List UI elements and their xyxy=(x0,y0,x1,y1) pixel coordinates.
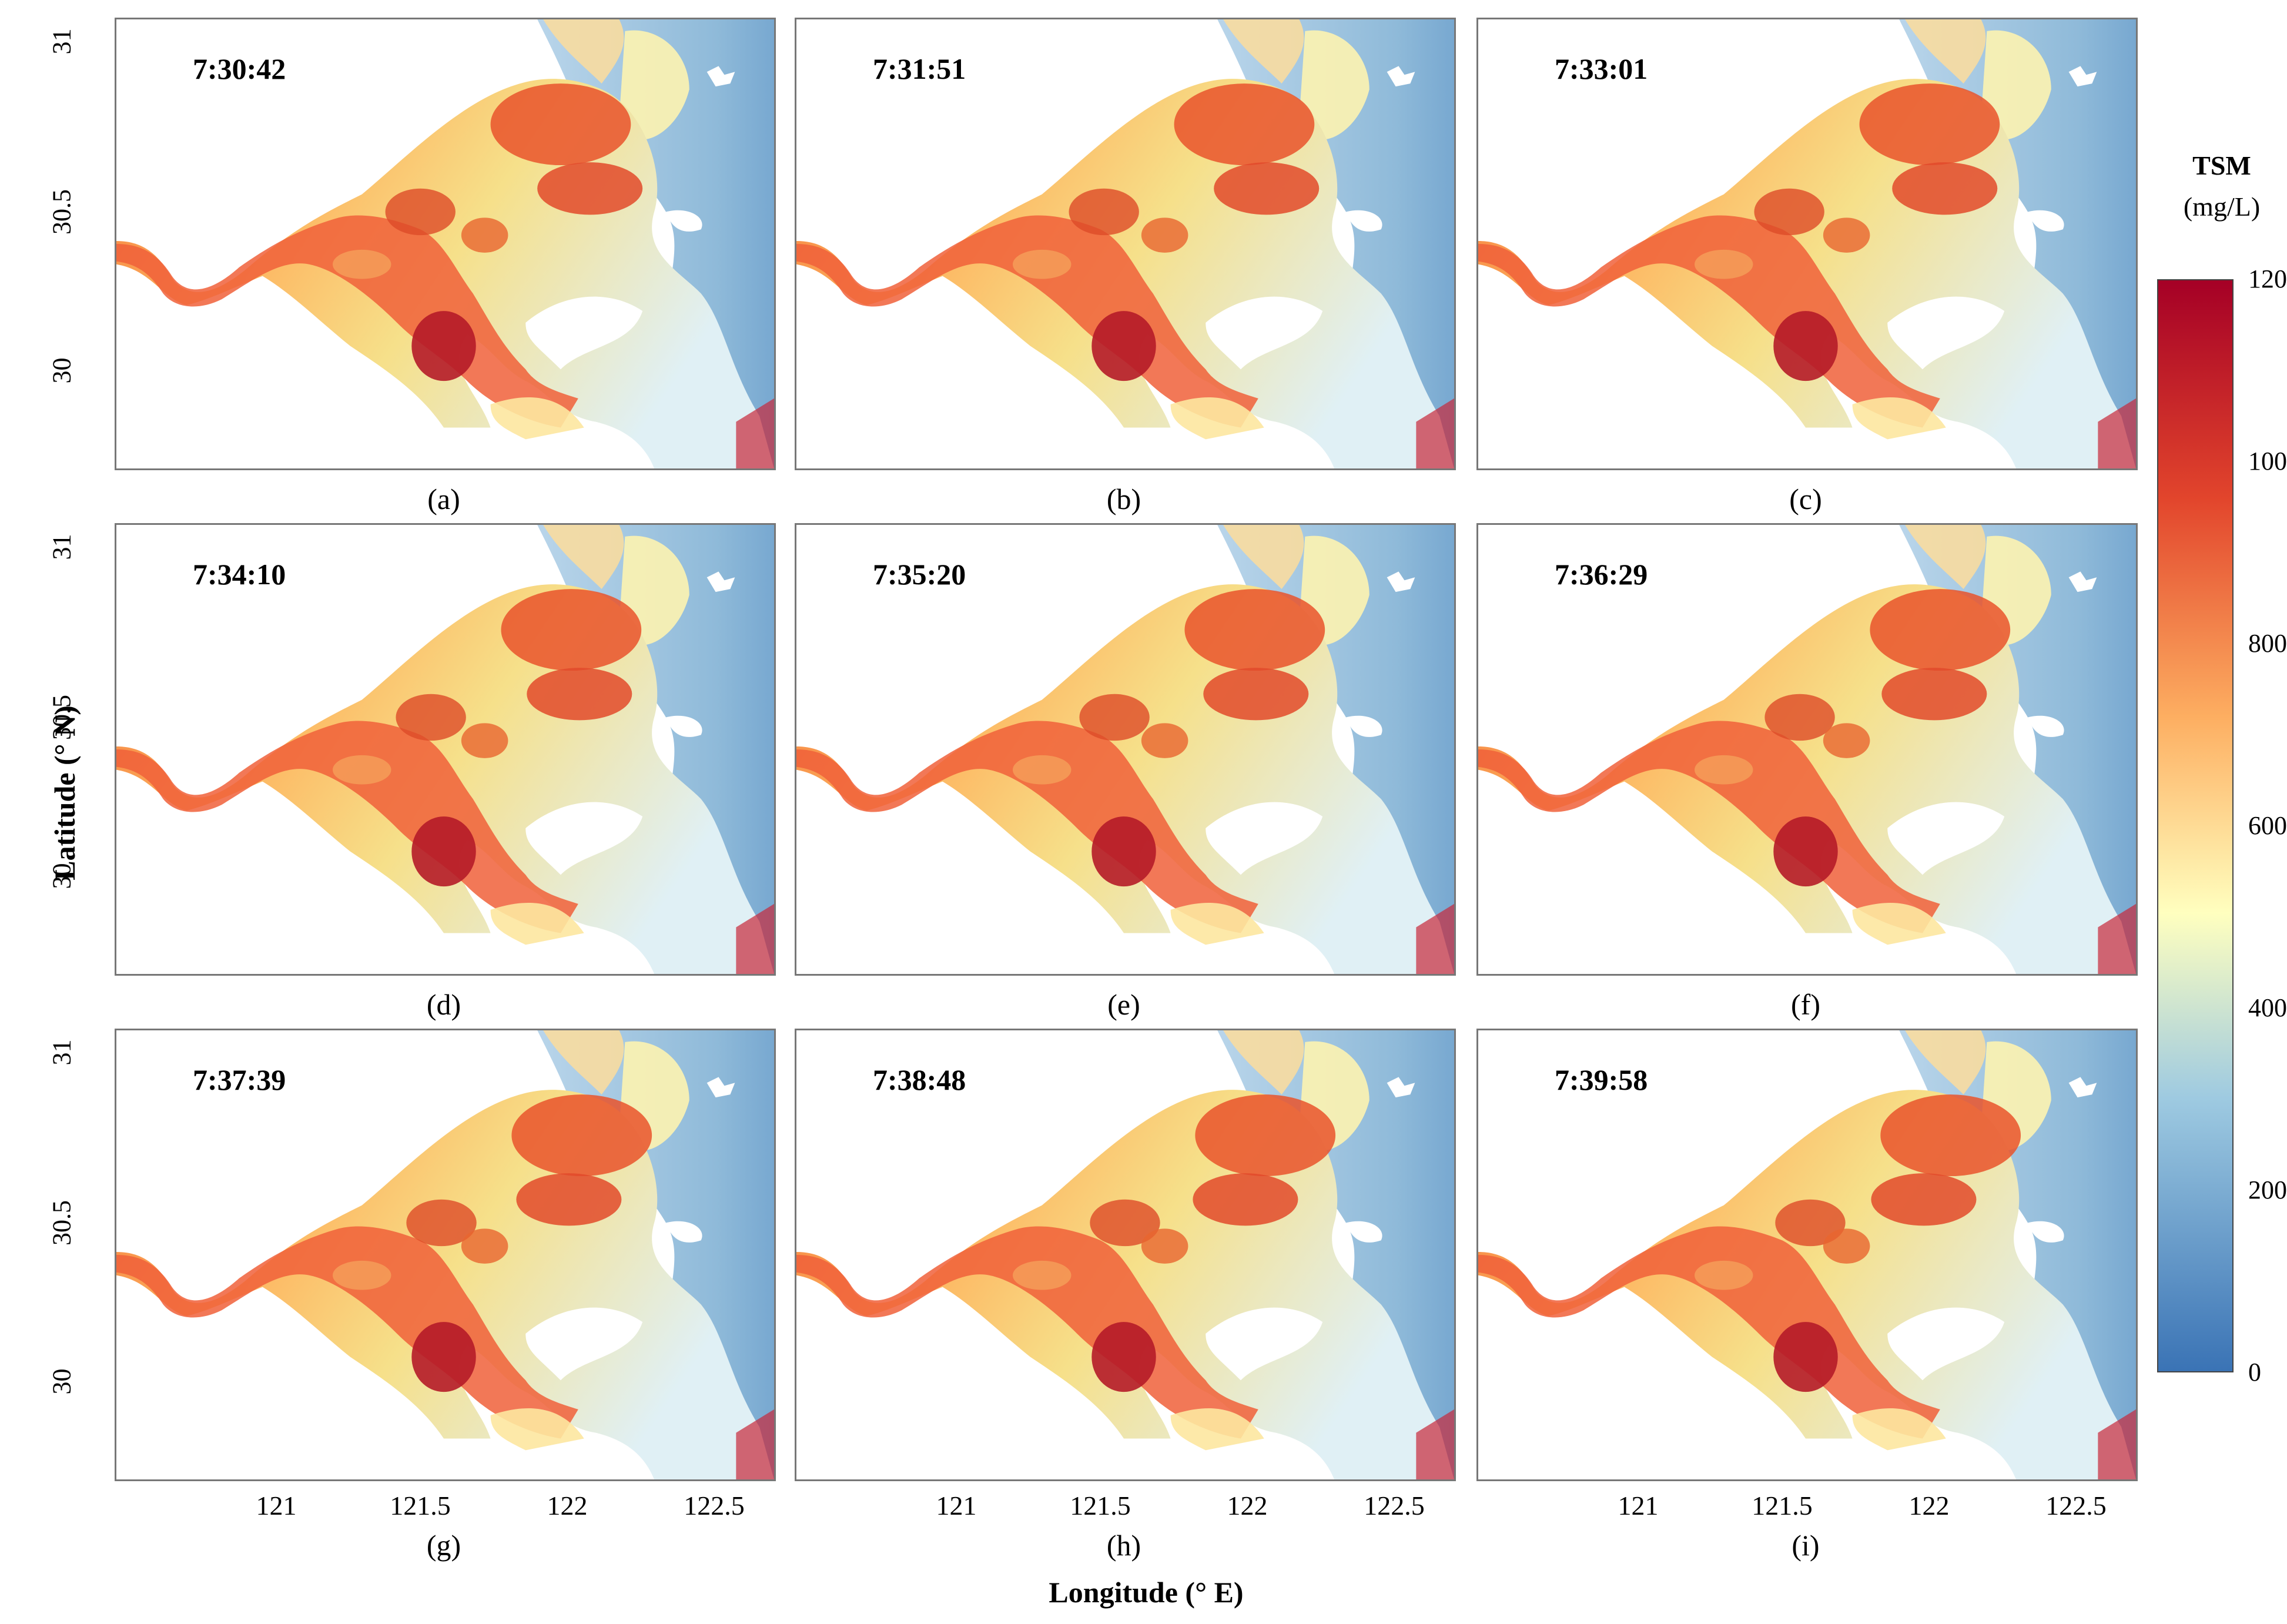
map-panel-d: 7:34:10 xyxy=(115,523,776,976)
y-tick-label: 30 xyxy=(47,1368,76,1395)
colorbar-title: TSM xyxy=(2192,150,2251,180)
y-tick-label: 31 xyxy=(47,1039,76,1066)
timestamp-label: 7:39:58 xyxy=(1555,1063,1648,1096)
map-panel-b: 7:31:51 xyxy=(795,18,1456,470)
timestamp-label: 7:37:39 xyxy=(193,1063,286,1096)
colorbar-unit: (mg/L) xyxy=(2183,192,2261,222)
timestamp-label: 7:33:01 xyxy=(1555,52,1648,85)
y-tick-label: 30.5 xyxy=(47,189,76,235)
map-panel-e: 7:35:20 xyxy=(795,523,1456,976)
colorbar-tick-label: 1000 xyxy=(2248,447,2287,476)
timestamp-label: 7:34:10 xyxy=(193,558,286,591)
panel-label: (i) xyxy=(1792,1529,1820,1562)
timestamp-label: 7:36:29 xyxy=(1555,558,1648,591)
x-tick-label: 122.5 xyxy=(2045,1491,2107,1521)
y-tick-label: 31 xyxy=(47,28,76,55)
colorbar xyxy=(2157,279,2234,1372)
x-tick-label: 122 xyxy=(547,1491,588,1521)
y-tick-label: 30 xyxy=(47,357,76,384)
timestamp-label: 7:30:42 xyxy=(193,52,286,85)
y-tick-label: 31 xyxy=(47,534,76,560)
x-tick-label: 121.5 xyxy=(1070,1491,1131,1521)
panel-label: (c) xyxy=(1789,483,1822,515)
timestamp-label: 7:31:51 xyxy=(873,52,966,85)
map-panel-g: 7:37:39 xyxy=(115,1029,776,1481)
colorbar-tick-label: 400 xyxy=(2248,993,2287,1022)
x-tick-label: 121 xyxy=(1618,1491,1659,1521)
panel-label: (g) xyxy=(426,1529,461,1562)
timestamp-label: 7:38:48 xyxy=(873,1063,966,1096)
panel-label: (a) xyxy=(427,483,460,515)
colorbar-tick-label: 800 xyxy=(2248,629,2287,658)
panel-label: (d) xyxy=(426,988,461,1021)
y-tick-label: 30.5 xyxy=(47,1200,76,1245)
x-tick-label: 122.5 xyxy=(684,1491,745,1521)
panel-label: (h) xyxy=(1106,1529,1141,1562)
timestamp-label: 7:35:20 xyxy=(873,558,966,591)
panel-label: (b) xyxy=(1106,483,1141,515)
map-panel-a: 7:30:42 xyxy=(115,18,776,470)
map-panel-f: 7:36:29 xyxy=(1476,523,2138,976)
x-tick-label: 121 xyxy=(936,1491,977,1521)
x-tick-label: 121.5 xyxy=(1752,1491,1813,1521)
x-tick-label: 122 xyxy=(1227,1491,1268,1521)
panel-label: (f) xyxy=(1791,988,1820,1021)
map-panel-h: 7:38:48 xyxy=(795,1029,1456,1481)
y-axis-title: Latitude (° N) xyxy=(48,705,81,880)
colorbar-tick-label: 200 xyxy=(2248,1176,2287,1204)
x-tick-label: 121 xyxy=(256,1491,297,1521)
colorbar-tick-label: 1200 xyxy=(2248,264,2287,293)
colorbar-tick-label: 600 xyxy=(2248,811,2287,840)
colorbar-tick-label: 0 xyxy=(2248,1358,2261,1387)
map-panel-c: 7:33:01 xyxy=(1476,18,2138,470)
x-tick-label: 122.5 xyxy=(1364,1491,1425,1521)
map-panel-i: 7:39:58 xyxy=(1476,1029,2138,1481)
x-tick-label: 122 xyxy=(1908,1491,1950,1521)
x-tick-label: 121.5 xyxy=(390,1491,451,1521)
panel-label: (e) xyxy=(1107,988,1140,1021)
x-axis-title: Longitude (° E) xyxy=(1049,1576,1244,1609)
